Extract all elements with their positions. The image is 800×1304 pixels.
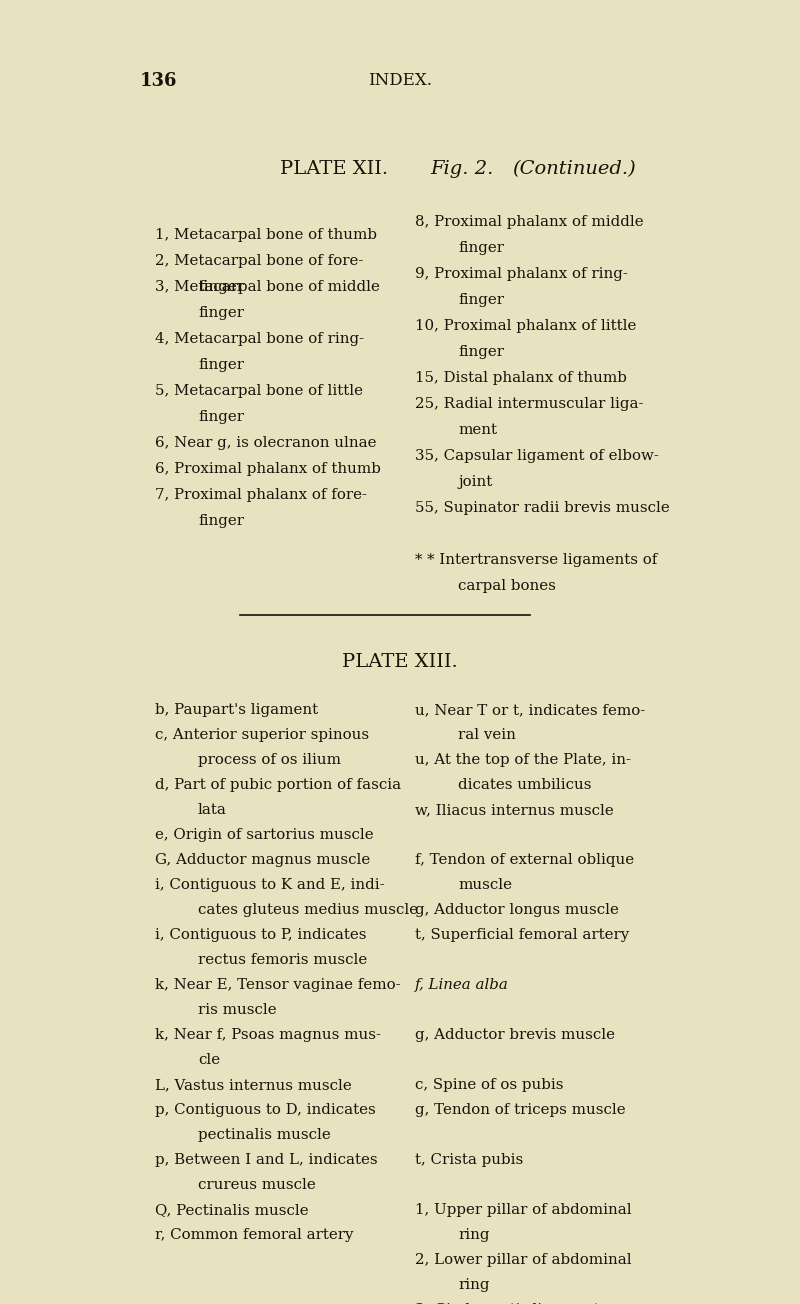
Text: 10, Proximal phalanx of little: 10, Proximal phalanx of little <box>415 319 636 333</box>
Text: f, Linea alba: f, Linea alba <box>415 978 509 992</box>
Text: k, Near f, Psoas magnus mus-: k, Near f, Psoas magnus mus- <box>155 1028 381 1042</box>
Text: finger: finger <box>198 514 244 528</box>
Text: 1, Upper pillar of abdominal: 1, Upper pillar of abdominal <box>415 1204 632 1217</box>
Text: c, Spine of os pubis: c, Spine of os pubis <box>415 1078 563 1091</box>
Text: i, Contiguous to K and E, indi-: i, Contiguous to K and E, indi- <box>155 878 385 892</box>
Text: 1, Metacarpal bone of thumb: 1, Metacarpal bone of thumb <box>155 228 377 243</box>
Text: 6, Proximal phalanx of thumb: 6, Proximal phalanx of thumb <box>155 462 381 476</box>
Text: 7, Proximal phalanx of fore-: 7, Proximal phalanx of fore- <box>155 488 367 502</box>
Text: d, Part of pubic portion of fascia: d, Part of pubic portion of fascia <box>155 778 401 792</box>
Text: finger: finger <box>458 346 504 359</box>
Text: 4, Metacarpal bone of ring-: 4, Metacarpal bone of ring- <box>155 333 364 346</box>
Text: Q, Pectinalis muscle: Q, Pectinalis muscle <box>155 1204 309 1217</box>
Text: p, Between I and L, indicates: p, Between I and L, indicates <box>155 1153 378 1167</box>
Text: t, Superficial femoral artery: t, Superficial femoral artery <box>415 928 630 941</box>
Text: g, Tendon of triceps muscle: g, Tendon of triceps muscle <box>415 1103 626 1118</box>
Text: 25, Radial intermuscular liga-: 25, Radial intermuscular liga- <box>415 396 643 411</box>
Text: 2, Metacarpal bone of fore-: 2, Metacarpal bone of fore- <box>155 254 363 269</box>
Text: (Continued.): (Continued.) <box>512 160 636 179</box>
Text: t, Crista pubis: t, Crista pubis <box>415 1153 523 1167</box>
Text: ris muscle: ris muscle <box>198 1003 277 1017</box>
Text: 8, Proximal phalanx of middle: 8, Proximal phalanx of middle <box>415 215 644 230</box>
Text: ment: ment <box>458 422 497 437</box>
Text: 35, Capsular ligament of elbow-: 35, Capsular ligament of elbow- <box>415 449 659 463</box>
Text: u, Near T or t, indicates femo-: u, Near T or t, indicates femo- <box>415 703 646 717</box>
Text: pectinalis muscle: pectinalis muscle <box>198 1128 330 1142</box>
Text: finger: finger <box>198 280 244 293</box>
Text: ring: ring <box>458 1228 490 1241</box>
Text: 15, Distal phalanx of thumb: 15, Distal phalanx of thumb <box>415 372 627 385</box>
Text: joint: joint <box>458 475 492 489</box>
Text: ral vein: ral vein <box>458 728 516 742</box>
Text: PLATE XIII.: PLATE XIII. <box>342 653 458 672</box>
Text: finger: finger <box>198 359 244 372</box>
Text: muscle: muscle <box>458 878 512 892</box>
Text: PLATE XII.: PLATE XII. <box>280 160 388 179</box>
Text: g, Adductor brevis muscle: g, Adductor brevis muscle <box>415 1028 615 1042</box>
Text: finger: finger <box>458 241 504 256</box>
Text: dicates umbilicus: dicates umbilicus <box>458 778 591 792</box>
Text: i, Contiguous to P, indicates: i, Contiguous to P, indicates <box>155 928 366 941</box>
Text: w, Iliacus internus muscle: w, Iliacus internus muscle <box>415 803 614 818</box>
Text: carpal bones: carpal bones <box>458 579 556 593</box>
Text: r, Common femoral artery: r, Common femoral artery <box>155 1228 354 1241</box>
Text: p, Contiguous to D, indicates: p, Contiguous to D, indicates <box>155 1103 376 1118</box>
Text: 6, Near g, is olecranon ulnae: 6, Near g, is olecranon ulnae <box>155 436 377 450</box>
Text: b, Paupart's ligament: b, Paupart's ligament <box>155 703 318 717</box>
Text: lata: lata <box>198 803 227 818</box>
Text: crureus muscle: crureus muscle <box>198 1178 316 1192</box>
Text: cle: cle <box>198 1054 220 1067</box>
Text: 3, Metacarpal bone of middle: 3, Metacarpal bone of middle <box>155 280 380 293</box>
Text: * * Intertransverse ligaments of: * * Intertransverse ligaments of <box>415 553 658 567</box>
Text: ring: ring <box>458 1278 490 1292</box>
Text: finger: finger <box>458 293 504 306</box>
Text: L, Vastus internus muscle: L, Vastus internus muscle <box>155 1078 352 1091</box>
Text: INDEX.: INDEX. <box>368 72 432 89</box>
Text: process of os ilium: process of os ilium <box>198 752 341 767</box>
Text: finger: finger <box>198 409 244 424</box>
Text: g, Adductor longus muscle: g, Adductor longus muscle <box>415 902 619 917</box>
Text: 5, Metacarpal bone of little: 5, Metacarpal bone of little <box>155 383 363 398</box>
Text: 2, Lower pillar of abdominal: 2, Lower pillar of abdominal <box>415 1253 632 1267</box>
Text: 55, Supinator radii brevis muscle: 55, Supinator radii brevis muscle <box>415 501 670 515</box>
Text: Fig. 2.: Fig. 2. <box>430 160 494 179</box>
Text: 9, Proximal phalanx of ring-: 9, Proximal phalanx of ring- <box>415 267 628 280</box>
Text: f, Tendon of external oblique: f, Tendon of external oblique <box>415 853 634 867</box>
Text: G, Adductor magnus muscle: G, Adductor magnus muscle <box>155 853 370 867</box>
Text: e, Origin of sartorius muscle: e, Origin of sartorius muscle <box>155 828 374 842</box>
Text: c, Anterior superior spinous: c, Anterior superior spinous <box>155 728 369 742</box>
Text: k, Near E, Tensor vaginae femo-: k, Near E, Tensor vaginae femo- <box>155 978 401 992</box>
Text: 136: 136 <box>140 72 178 90</box>
Text: u, At the top of the Plate, in-: u, At the top of the Plate, in- <box>415 752 631 767</box>
Text: rectus femoris muscle: rectus femoris muscle <box>198 953 367 968</box>
Text: finger: finger <box>198 306 244 319</box>
Text: cates gluteus medius muscle: cates gluteus medius muscle <box>198 902 418 917</box>
